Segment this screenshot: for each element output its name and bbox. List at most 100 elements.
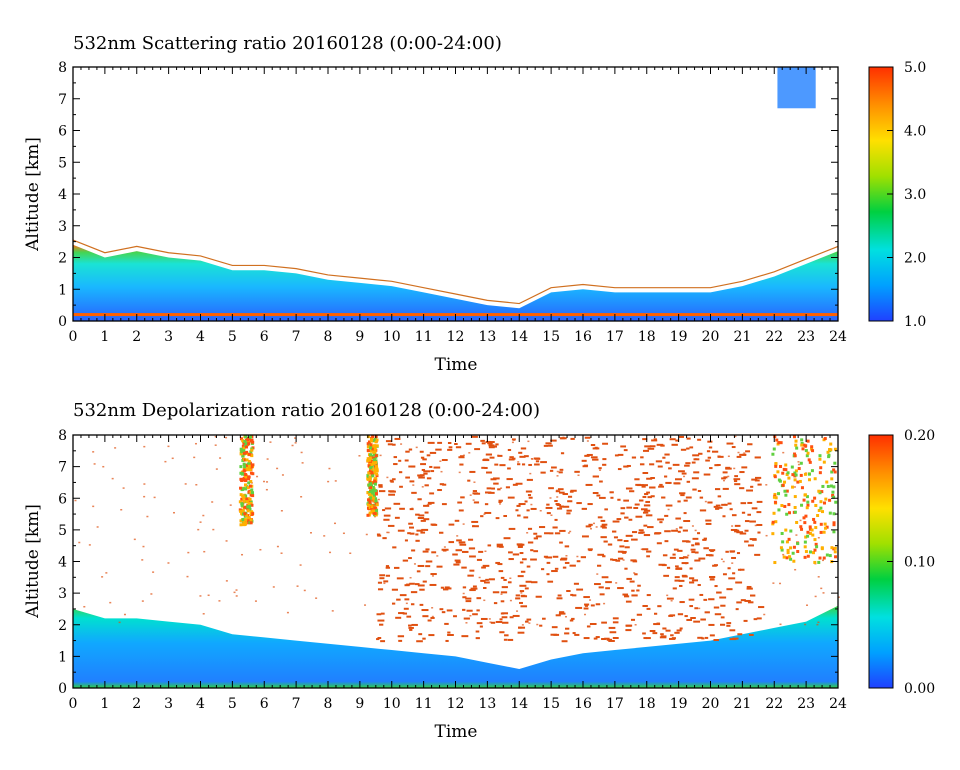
y-tick-label: 3 [58, 219, 67, 235]
noise-dot [684, 465, 690, 467]
noise-dot [630, 581, 635, 583]
noise-dot [734, 475, 738, 477]
noise-dot [623, 500, 629, 502]
depol-column-cell [374, 483, 377, 486]
noise-dot [656, 460, 662, 462]
y-tick-label: 1 [58, 282, 67, 298]
depol-column-cell [244, 478, 247, 481]
noise-dot [527, 566, 531, 568]
noise-dot [528, 622, 530, 624]
noise-dot [517, 461, 519, 463]
noise-dot [300, 496, 302, 498]
noise-dot [698, 608, 700, 610]
noise-dot [202, 515, 204, 517]
noise-dot [624, 517, 628, 519]
noise-dot [550, 514, 552, 516]
noise-dot [765, 484, 767, 486]
depol-column-cell [239, 487, 242, 490]
noise-dot [504, 537, 511, 539]
noise-dot [590, 528, 592, 530]
depol-column-cell [787, 477, 790, 480]
noise-dot [675, 580, 680, 582]
noise-dot [545, 556, 552, 558]
depol-column-cell [247, 442, 250, 445]
noise-dot [328, 468, 330, 470]
noise-dot [167, 446, 169, 448]
noise-dot [501, 600, 505, 602]
x-tick-label: 21 [733, 329, 751, 345]
noise-dot [747, 502, 752, 504]
noise-dot [428, 442, 435, 444]
depol-column-cell [247, 502, 250, 505]
noise-dot [547, 512, 551, 514]
noise-dot [483, 513, 485, 515]
noise-dot [737, 452, 739, 454]
x-tick-label: 13 [478, 329, 496, 345]
noise-dot [678, 470, 685, 472]
noise-dot [455, 520, 460, 522]
depol-column-cell [785, 513, 788, 516]
noise-dot [738, 569, 741, 571]
noise-dot [678, 613, 683, 615]
noise-dot [815, 596, 817, 598]
noise-dot [430, 470, 434, 472]
noise-dot [486, 454, 492, 456]
depol-column-cell [806, 535, 809, 538]
noise-dot [388, 525, 395, 527]
x-tick-label: 11 [415, 329, 433, 345]
noise-dot [508, 639, 513, 641]
noise-dot [516, 483, 523, 485]
noise-dot [642, 484, 647, 486]
noise-dot [618, 468, 622, 470]
depol-column-cell [794, 478, 797, 481]
noise-dot [591, 444, 595, 446]
noise-dot [641, 548, 643, 550]
depol-column-cell [777, 508, 780, 511]
noise-dot [576, 502, 581, 504]
x-tick-label: 12 [447, 329, 465, 345]
noise-dot [203, 613, 205, 615]
noise-dot [569, 531, 571, 533]
noise-dot [663, 554, 667, 556]
noise-dot [668, 615, 673, 617]
noise-dot [794, 486, 796, 488]
noise-dot [684, 615, 687, 617]
noise-dot [599, 469, 601, 471]
noise-dot [142, 600, 144, 602]
noise-dot [613, 621, 619, 623]
noise-dot [142, 546, 144, 548]
noise-dot [417, 474, 423, 476]
noise-dot [716, 592, 722, 594]
noise-dot [613, 637, 619, 639]
noise-dot [657, 623, 660, 625]
noise-dot [703, 599, 707, 601]
noise-dot [442, 459, 448, 461]
depol-column-cell [787, 503, 790, 506]
noise-dot [658, 466, 663, 468]
noise-dot [277, 546, 279, 548]
noise-dot [750, 486, 753, 488]
noise-dot [473, 585, 477, 587]
noise-dot [500, 487, 502, 489]
depol-column-cell [807, 452, 810, 455]
noise-dot [772, 582, 774, 584]
noise-dot [143, 446, 145, 448]
x-tick-label: 24 [829, 696, 847, 712]
x-tick-label: 10 [383, 329, 401, 345]
noise-dot [400, 594, 407, 596]
depol-column-cell [239, 465, 242, 468]
depol-column-cell [829, 512, 832, 515]
depol-column-cell [789, 558, 792, 561]
depol-column-cell [783, 468, 786, 471]
noise-dot [619, 545, 624, 547]
noise-dot [598, 516, 603, 518]
heatmap-content [73, 67, 838, 321]
noise-dot [542, 618, 546, 620]
noise-dot [509, 528, 516, 530]
noise-dot [501, 612, 504, 614]
depol-column-cell [809, 461, 812, 464]
noise-dot [587, 503, 592, 505]
noise-dot [124, 614, 126, 616]
noise-dot [332, 610, 334, 612]
noise-dot [119, 622, 121, 624]
